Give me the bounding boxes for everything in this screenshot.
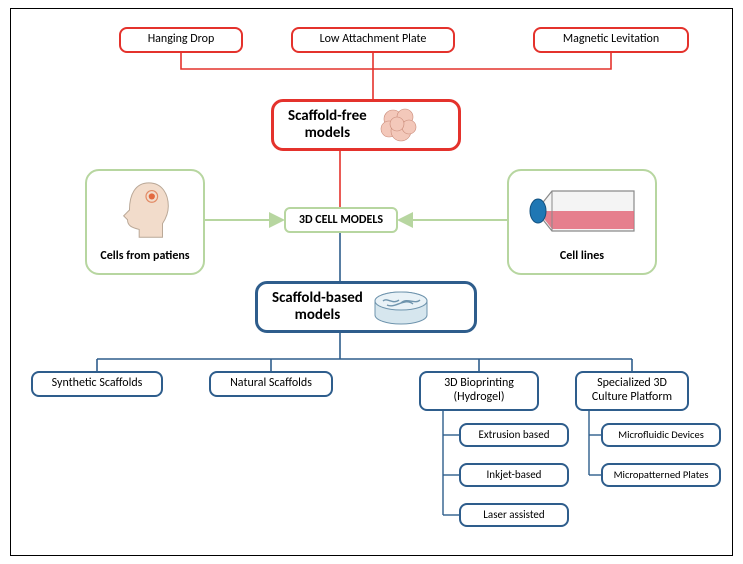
hub-scaffold-based-label: Scaffold-based models — [272, 290, 363, 325]
hub-scaffold-based: Scaffold-based models — [255, 281, 477, 333]
patient-head-icon — [105, 177, 185, 245]
bioprint-inkjet: Inkjet-based — [459, 463, 569, 487]
core-3d-cell-models: 3D CELL MODELS — [284, 207, 398, 233]
cat-specialized-platform: Specialized 3D Culture Platform — [575, 371, 689, 411]
source-patients-label: Cells from patiens — [100, 249, 189, 263]
diagram-frame: Hanging Drop Low Attachment Plate Magnet… — [10, 8, 733, 556]
hydrogel-dish-icon — [373, 287, 429, 327]
source-cell-lines: Cell lines — [507, 169, 657, 275]
hub-scaffold-free-label: Scaffold-free models — [288, 108, 367, 143]
cat-natural-scaffolds: Natural Scaffolds — [209, 371, 333, 397]
spec-micropatterned: Micropatterned Plates — [601, 463, 721, 487]
hub-scaffold-free: Scaffold-free models — [271, 99, 461, 151]
bioprint-laser: Laser assisted — [459, 503, 569, 527]
spec-microfluidic: Microfluidic Devices — [601, 423, 721, 447]
method-magnetic-levitation: Magnetic Levitation — [533, 27, 689, 53]
flask-icon — [522, 179, 642, 245]
spheroid-icon — [377, 105, 421, 145]
method-low-attachment-plate: Low Attachment Plate — [291, 27, 455, 53]
cat-synthetic-scaffolds: Synthetic Scaffolds — [31, 371, 163, 397]
source-lines-label: Cell lines — [560, 249, 604, 263]
method-hanging-drop: Hanging Drop — [119, 27, 243, 53]
bioprint-extrusion: Extrusion based — [459, 423, 569, 447]
source-cells-from-patients: Cells from patiens — [85, 169, 205, 275]
cat-3d-bioprinting: 3D Bioprinting (Hydrogel) — [419, 371, 539, 411]
